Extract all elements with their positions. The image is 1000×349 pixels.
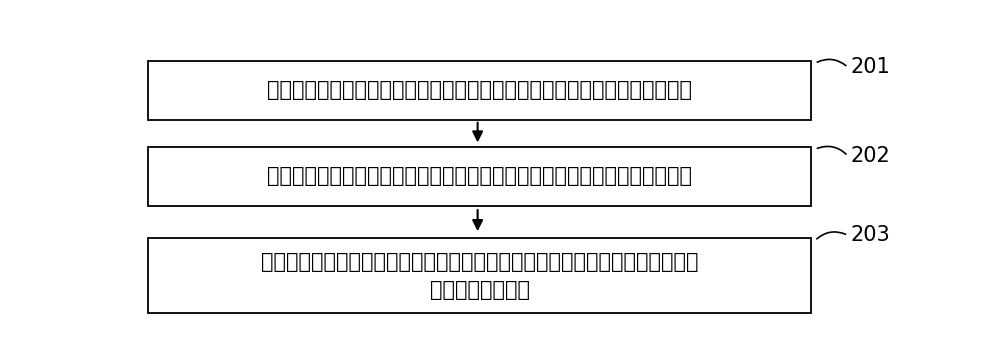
Text: 202: 202 — [850, 146, 890, 166]
Text: 获取不同压力传感器对应监测到的预设测量点处于隧道运营前的第一接触压力: 获取不同压力传感器对应监测到的预设测量点处于隧道运营前的第一接触压力 — [267, 80, 692, 100]
Text: 203: 203 — [850, 225, 890, 245]
Text: 获取不同压力传感器对应监测到的预设测量点处于隧道运营中的第二接触压力: 获取不同压力传感器对应监测到的预设测量点处于隧道运营中的第二接触压力 — [267, 166, 692, 186]
FancyBboxPatch shape — [148, 238, 811, 313]
Text: 根据各预设测量点的第一接触压力以及第二接触压力，确定各预设测量点在隧道
纵向方向的变形量: 根据各预设测量点的第一接触压力以及第二接触压力，确定各预设测量点在隧道 纵向方向… — [261, 252, 698, 300]
Text: 201: 201 — [850, 57, 890, 77]
FancyBboxPatch shape — [148, 61, 811, 120]
FancyBboxPatch shape — [148, 147, 811, 206]
